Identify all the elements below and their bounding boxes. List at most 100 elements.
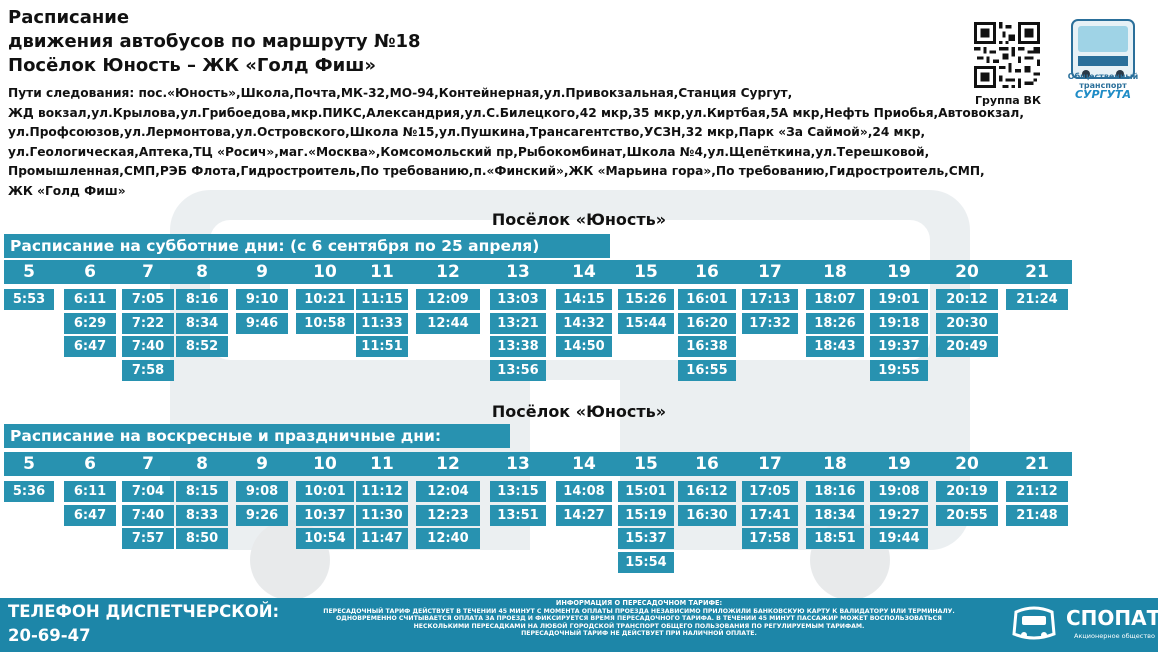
sunday-departure-time: 21:48 [1006, 504, 1068, 526]
saturday-hour-header: 6 [84, 262, 96, 282]
saturday-departure-time: 8:34 [176, 312, 228, 334]
title-route-number: движения автобусов по маршруту №18 [8, 31, 421, 52]
sunday-hour-header: 12 [436, 454, 460, 474]
saturday-departure-time: 11:33 [356, 312, 408, 334]
saturday-departure-time: 19:55 [870, 359, 928, 381]
saturday-departure-time: 17:32 [742, 312, 798, 334]
saturday-hour-header: 18 [823, 262, 847, 282]
saturday-departure-time: 6:29 [64, 312, 116, 334]
spopat-brand-subtitle: Акционерное общество [1074, 632, 1155, 640]
saturday-departure-time: 12:09 [416, 289, 480, 310]
saturday-departure-time: 8:16 [176, 289, 228, 310]
saturday-departure-time: 15:44 [618, 312, 674, 334]
sunday-hour-header: 11 [370, 454, 394, 474]
route-line: ул.Геологическая,Аптека,ТЦ «Росич»,маг.«… [8, 144, 930, 159]
sunday-hour-header: 18 [823, 454, 847, 474]
sunday-departure-time: 15:19 [618, 504, 674, 526]
sunday-departure-time: 11:30 [356, 504, 408, 526]
sunday-departure-time: 19:27 [870, 504, 928, 526]
sunday-hour-header: 6 [84, 454, 96, 474]
sunday-departure-time: 12:40 [416, 528, 480, 550]
saturday-departure-time: 6:11 [64, 289, 116, 310]
sunday-hour-header: 17 [758, 454, 782, 474]
saturday-departure-time: 7:22 [122, 312, 174, 334]
sunday-departure-time: 8:50 [176, 528, 228, 550]
sunday-departure-time: 19:44 [870, 528, 928, 550]
sunday-hour-header: 7 [142, 454, 154, 474]
saturday-departure-time: 9:10 [236, 289, 288, 310]
sunday-departure-time: 16:12 [678, 481, 736, 502]
transfer-info-line: ОДНОВРЕМЕННО СЧИТЫВАЕТСЯ ОПЛАТА ЗА ПРОЕЗ… [336, 615, 942, 623]
sunday-departure-time: 14:27 [556, 504, 612, 526]
saturday-departure-time: 9:46 [236, 312, 288, 334]
saturday-hour-header: 8 [196, 262, 208, 282]
sunday-departure-time: 9:08 [236, 481, 288, 502]
public-transport-bus-logo [1071, 19, 1135, 79]
sunday-hour-header: 10 [313, 454, 337, 474]
saturday-departure-time: 15:26 [618, 289, 674, 310]
dispatcher-phone-number[interactable]: 20-69-47 [8, 626, 91, 645]
sunday-departure-time: 14:08 [556, 481, 612, 502]
sunday-departure-time: 19:08 [870, 481, 928, 502]
sunday-hour-header: 8 [196, 454, 208, 474]
saturday-station-title: Посёлок «Юность» [491, 210, 667, 229]
vk-group-qr-code[interactable] [974, 22, 1040, 88]
saturday-hour-header: 11 [370, 262, 394, 282]
sunday-departure-time: 20:55 [936, 504, 998, 526]
saturday-schedule-banner: Расписание на субботние дни: (с 6 сентяб… [4, 234, 610, 258]
saturday-departure-time: 16:20 [678, 312, 736, 334]
saturday-departure-time: 11:51 [356, 336, 408, 358]
saturday-departure-time: 10:58 [296, 312, 354, 334]
saturday-departure-time: 19:01 [870, 289, 928, 310]
sunday-departure-time: 12:04 [416, 481, 480, 502]
saturday-departure-time: 16:01 [678, 289, 736, 310]
sunday-departure-time: 18:51 [806, 528, 864, 550]
sunday-hour-header: 19 [887, 454, 911, 474]
public-transport-logo-text: Общественный транспорт СУРГУТА [1056, 72, 1150, 101]
saturday-departure-time: 13:03 [490, 289, 546, 310]
saturday-departure-time: 11:15 [356, 289, 408, 310]
spopat-brand-name: СПОПАТ [1066, 606, 1158, 630]
saturday-hour-header: 12 [436, 262, 460, 282]
saturday-departure-time: 13:38 [490, 336, 546, 358]
saturday-departure-time: 19:18 [870, 312, 928, 334]
saturday-departure-time: 7:58 [122, 359, 174, 381]
sunday-departure-time: 15:54 [618, 551, 674, 573]
qr-caption: Группа ВК [975, 94, 1041, 107]
sunday-departure-time: 11:47 [356, 528, 408, 550]
sunday-departure-time: 6:11 [64, 481, 116, 502]
route-line: ул.Профсоюзов,ул.Лермонтова,ул.Островско… [8, 125, 926, 140]
saturday-departure-time: 12:44 [416, 312, 480, 334]
saturday-departure-time: 10:21 [296, 289, 354, 310]
saturday-departure-time: 13:56 [490, 359, 546, 381]
sunday-hour-header: 20 [955, 454, 979, 474]
sunday-departure-time: 10:54 [296, 528, 354, 550]
sunday-departure-time: 7:40 [122, 504, 174, 526]
route-line: ЖК «Голд Фиш» [8, 183, 126, 198]
saturday-hour-header: 15 [634, 262, 658, 282]
saturday-departure-time: 20:30 [936, 312, 998, 334]
saturday-departure-time: 14:50 [556, 336, 612, 358]
logo-city: СУРГУТА [1074, 88, 1132, 101]
sunday-departure-time: 17:05 [742, 481, 798, 502]
sunday-hour-header: 14 [572, 454, 596, 474]
transfer-info-line: ПЕРЕСАДОЧНЫЙ ТАРИФ ДЕЙСТВУЕТ В ТЕЧЕНИИ 4… [323, 607, 955, 615]
schedule-header: Расписание движения автобусов по маршрут… [8, 6, 968, 78]
sunday-hour-header: 9 [256, 454, 268, 474]
saturday-departure-time: 16:38 [678, 336, 736, 358]
saturday-departure-time: 7:40 [122, 336, 174, 358]
saturday-departure-time: 6:47 [64, 336, 116, 358]
sunday-departure-time: 15:37 [618, 528, 674, 550]
saturday-departure-time: 20:12 [936, 289, 998, 310]
sunday-departure-time: 10:01 [296, 481, 354, 502]
sunday-departure-time: 13:15 [490, 481, 546, 502]
route-line: Пути следования: пос.«Юность»,Школа,Почт… [8, 86, 793, 100]
saturday-hour-header: 13 [506, 262, 530, 282]
saturday-departure-time: 19:37 [870, 336, 928, 358]
saturday-departure-time: 16:55 [678, 359, 736, 381]
sunday-departure-time: 18:34 [806, 504, 864, 526]
sunday-departure-time: 5:36 [4, 481, 54, 502]
saturday-departure-time: 18:26 [806, 312, 864, 334]
sunday-hour-header: 21 [1025, 454, 1049, 474]
saturday-hour-header: 21 [1025, 262, 1049, 282]
